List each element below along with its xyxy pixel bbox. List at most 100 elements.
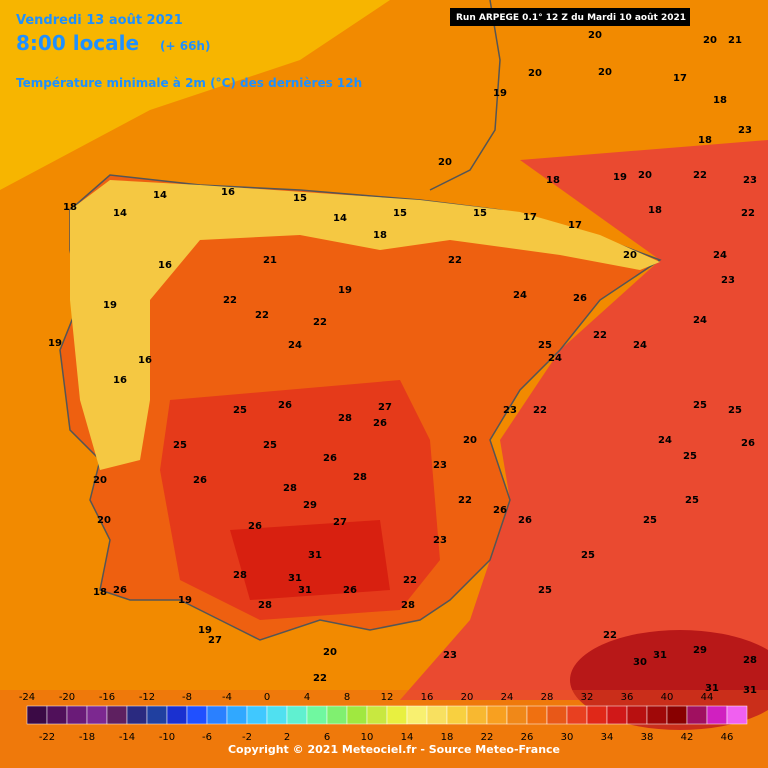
station-value: 22 <box>223 295 237 306</box>
station-value: 20 <box>93 475 107 486</box>
station-value: 26 <box>373 418 387 429</box>
legend-cell <box>106 705 128 725</box>
station-value: 31 <box>653 650 667 661</box>
legend-label: 10 <box>361 732 374 743</box>
legend-label: 28 <box>541 692 554 703</box>
legend-label: 2 <box>284 732 290 743</box>
station-value: 25 <box>728 405 742 416</box>
legend-cell <box>666 705 688 725</box>
legend-label: 24 <box>501 692 514 703</box>
legend-cell <box>606 705 628 725</box>
legend-label: 40 <box>661 692 674 703</box>
station-value: 14 <box>153 190 167 201</box>
station-value: 23 <box>433 535 447 546</box>
legend-cell <box>266 705 288 725</box>
legend-label: 4 <box>304 692 310 703</box>
variable: Température minimale à 2m (°C) des derni… <box>16 76 362 90</box>
station-value: 22 <box>593 330 607 341</box>
legend-label: 6 <box>324 732 330 743</box>
legend-cell <box>386 705 408 725</box>
station-value: 26 <box>323 453 337 464</box>
station-value: 26 <box>518 515 532 526</box>
legend-cell <box>366 705 388 725</box>
border <box>429 0 501 191</box>
legend-cell <box>186 705 208 725</box>
legend-cell <box>506 705 528 725</box>
offset: (+ 66h) <box>160 39 210 53</box>
station-value: 14 <box>333 213 347 224</box>
station-value: 26 <box>493 505 507 516</box>
legend-cell <box>626 705 648 725</box>
legend-label: 34 <box>601 732 614 743</box>
station-value: 25 <box>683 451 697 462</box>
station-value: 27 <box>333 517 347 528</box>
legend-cell <box>206 705 228 725</box>
hottest-interior <box>230 520 390 600</box>
station-value: 26 <box>573 293 587 304</box>
station-value: 28 <box>258 600 272 611</box>
time: 8:00 locale <box>16 31 139 55</box>
station-value: 22 <box>448 255 462 266</box>
station-value: 19 <box>493 88 507 99</box>
station-value: 23 <box>503 405 517 416</box>
station-value: 20 <box>463 435 477 446</box>
legend-cell <box>46 705 68 725</box>
station-value: 16 <box>158 260 172 271</box>
legend-cell <box>306 705 328 725</box>
legend-label: 22 <box>481 732 494 743</box>
station-value: 21 <box>728 35 742 46</box>
station-value: 15 <box>293 193 307 204</box>
station-value: 20 <box>323 647 337 658</box>
north-coast <box>70 180 660 470</box>
station-value: 28 <box>338 413 352 424</box>
station-value: 26 <box>343 585 357 596</box>
legend-label: -14 <box>119 732 135 743</box>
station-value: 18 <box>373 230 387 241</box>
station-value: 16 <box>113 375 127 386</box>
station-value: 25 <box>685 495 699 506</box>
legend-cell <box>246 705 268 725</box>
station-value: 24 <box>693 315 707 326</box>
station-value: 19 <box>338 285 352 296</box>
legend-label: -22 <box>39 732 55 743</box>
station-value: 19 <box>48 338 62 349</box>
station-value: 20 <box>623 250 637 261</box>
station-value: 22 <box>533 405 547 416</box>
legend-label: -8 <box>182 692 192 703</box>
station-value: 26 <box>741 438 755 449</box>
station-value: 25 <box>233 405 247 416</box>
station-value: 24 <box>288 340 302 351</box>
station-value: 22 <box>741 208 755 219</box>
legend-label: 12 <box>381 692 394 703</box>
legend-cell <box>446 705 468 725</box>
legend-label: 30 <box>561 732 574 743</box>
legend-cell <box>286 705 308 725</box>
station-value: 18 <box>63 202 77 213</box>
date: Vendredi 13 août 2021 <box>16 13 183 28</box>
station-value: 31 <box>743 685 757 696</box>
legend-label: -18 <box>79 732 95 743</box>
station-value: 25 <box>538 340 552 351</box>
station-value: 16 <box>221 187 235 198</box>
copyright: Copyright © 2021 Meteociel.fr - Source M… <box>228 743 560 756</box>
station-value: 22 <box>693 170 707 181</box>
station-value: 28 <box>353 472 367 483</box>
station-value: 21 <box>263 255 277 266</box>
legend-cell <box>686 705 708 725</box>
station-value: 24 <box>513 290 527 301</box>
run-box <box>450 8 690 26</box>
station-value: 28 <box>233 570 247 581</box>
legend-label: 42 <box>681 732 694 743</box>
station-value: 19 <box>198 625 212 636</box>
station-value: 19 <box>178 595 192 606</box>
station-value: 28 <box>283 483 297 494</box>
station-value: 26 <box>193 475 207 486</box>
station-value: 16 <box>138 355 152 366</box>
station-value: 17 <box>673 73 687 84</box>
legend-cell <box>226 705 248 725</box>
station-value: 20 <box>598 67 612 78</box>
legend-label: 14 <box>401 732 414 743</box>
station-value: 28 <box>743 655 757 666</box>
station-value: 26 <box>248 521 262 532</box>
legend-cell <box>406 705 428 725</box>
